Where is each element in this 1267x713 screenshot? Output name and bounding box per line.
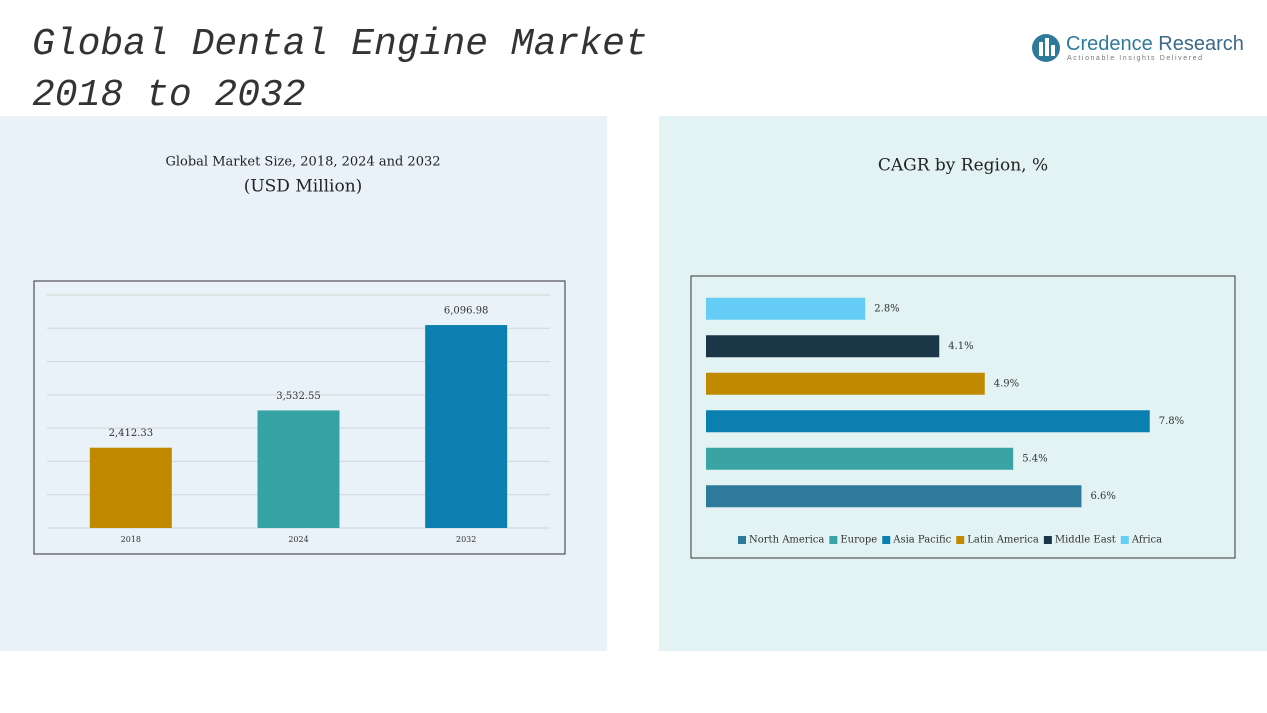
- legend-swatch: [1043, 536, 1052, 544]
- logo-name: Credence: [1066, 33, 1153, 55]
- logo: Credence Research Actionable Insights De…: [1032, 33, 1244, 62]
- logo-icon: [1039, 42, 1043, 56]
- data-label: 2,412.33: [109, 428, 154, 439]
- legend-label: Africa: [1131, 535, 1162, 546]
- x-tick-label: 2024: [288, 535, 308, 544]
- logo-name: Credence Research: [1066, 33, 1244, 55]
- chart-subtitle: (USD Million): [244, 177, 363, 197]
- page-title: Global Dental Engine Market: [32, 23, 648, 66]
- page-title: 2018 to 2032: [32, 74, 306, 117]
- legend-swatch: [738, 536, 746, 544]
- legend-label: North America: [749, 535, 824, 546]
- bar: [706, 485, 1082, 508]
- legend-label: Europe: [840, 535, 877, 546]
- legend-swatch: [956, 536, 965, 544]
- data-label: 6,096.98: [444, 306, 489, 317]
- x-tick-label: 2032: [456, 535, 476, 544]
- bar: [706, 372, 985, 395]
- legend-swatch: [882, 536, 891, 544]
- chart-title: Global Market Size, 2018, 2024 and 2032: [165, 155, 440, 170]
- data-label: 3,532.55: [276, 391, 321, 402]
- bar: [706, 335, 940, 358]
- data-label: 4.9%: [994, 378, 1019, 389]
- legend-label: Middle East: [1055, 535, 1116, 546]
- logo-icon: [1051, 45, 1055, 56]
- data-label: 7.8%: [1159, 416, 1184, 427]
- bar: [706, 297, 866, 320]
- chart-frame: [33, 280, 566, 555]
- data-label: 5.4%: [1022, 453, 1047, 464]
- legend-swatch: [1120, 536, 1129, 544]
- legend-label: Latin America: [967, 535, 1039, 546]
- chart-frame: [690, 275, 1236, 559]
- legend-swatch: [829, 536, 838, 544]
- legend-label: Asia Pacific: [892, 535, 951, 546]
- bar: [257, 410, 340, 528]
- logo-tagline: Actionable Insights Delivered: [1067, 55, 1204, 62]
- data-label: 6.6%: [1090, 491, 1115, 502]
- bar: [89, 447, 172, 528]
- bar: [425, 325, 508, 528]
- bar: [706, 410, 1150, 433]
- data-label: 4.1%: [948, 341, 973, 352]
- data-label: 2.8%: [874, 303, 899, 314]
- chart-title: CAGR by Region, %: [878, 156, 1048, 176]
- logo-icon: [1045, 38, 1049, 56]
- x-tick-label: 2018: [121, 535, 141, 544]
- bar: [706, 447, 1014, 470]
- logo-name: Research: [1158, 33, 1244, 55]
